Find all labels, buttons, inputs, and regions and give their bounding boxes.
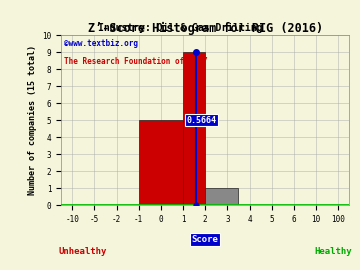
Text: Healthy: Healthy xyxy=(314,247,352,256)
Text: Score: Score xyxy=(192,235,219,244)
Y-axis label: Number of companies (15 total): Number of companies (15 total) xyxy=(28,45,37,195)
Bar xyxy=(205,188,238,205)
Bar xyxy=(183,52,205,205)
Bar xyxy=(139,120,183,205)
Title: Z’-Score Histogram for RIG (2016): Z’-Score Histogram for RIG (2016) xyxy=(87,22,323,35)
Text: The Research Foundation of SUNY: The Research Foundation of SUNY xyxy=(64,57,207,66)
Text: Unhealthy: Unhealthy xyxy=(58,247,107,256)
Text: 0.5664: 0.5664 xyxy=(187,116,217,125)
Text: ©www.textbiz.org: ©www.textbiz.org xyxy=(64,39,138,48)
Text: Industry: Oil & Gas Drilling: Industry: Oil & Gas Drilling xyxy=(98,23,262,33)
